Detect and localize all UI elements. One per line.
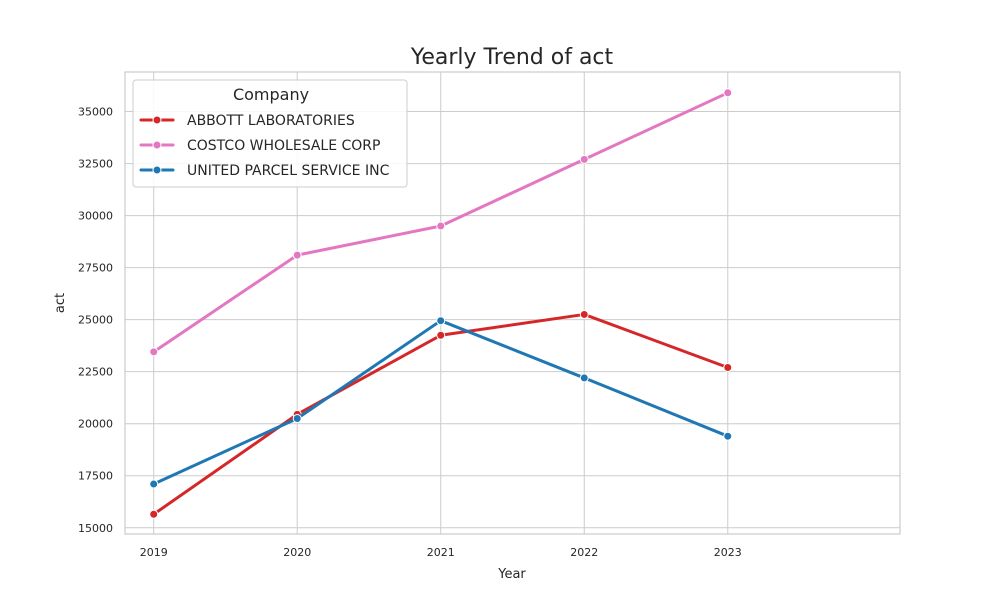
x-tick-label: 2022 [570, 546, 598, 559]
data-point [149, 479, 159, 489]
y-tick-label: 20000 [78, 418, 113, 431]
y-tick-label: 17500 [78, 470, 113, 483]
legend-box [132, 79, 408, 188]
legend-label: ABBOTT LABORATORIES [187, 113, 355, 129]
data-point [149, 347, 159, 357]
legend-items: ABBOTT LABORATORIES COSTCO WHOLESALE CORP… [139, 113, 390, 179]
data-point [579, 154, 589, 164]
legend-label: COSTCO WHOLESALE CORP [187, 138, 380, 154]
legend-label: UNITED PARCEL SERVICE INC [187, 163, 390, 179]
data-point [436, 221, 446, 231]
legend-swatch-marker [152, 140, 162, 150]
y-axis-label: act [53, 293, 68, 313]
y-tick-label: 25000 [78, 314, 113, 327]
data-point [579, 373, 589, 383]
data-point [723, 431, 733, 441]
x-tick-label: 2023 [714, 546, 742, 559]
data-point [292, 250, 302, 260]
plot-frame [124, 71, 901, 535]
y-tick-label: 30000 [78, 210, 113, 223]
tick-labels: 2019 2020 2021 2022 2023 15000 17500 20000 22500… [78, 106, 742, 559]
series [149, 88, 733, 519]
y-tick-label: 22500 [78, 366, 113, 379]
x-tick-label: 2019 [140, 546, 168, 559]
chart-title: Yearly Trend of act [410, 45, 614, 70]
data-point [723, 88, 733, 98]
x-tick-label: 2021 [427, 546, 455, 559]
grid [125, 72, 900, 534]
data-point [436, 330, 446, 340]
x-axis-label: Year [497, 567, 526, 582]
y-tick-label: 27500 [78, 262, 113, 275]
legend: Company ABBOTT LABORATORIES COSTCO WHOLES… [132, 79, 408, 188]
data-point [436, 316, 446, 326]
y-tick-label: 35000 [78, 106, 113, 119]
y-tick-label: 32500 [78, 158, 113, 171]
data-point [723, 363, 733, 373]
data-point [579, 309, 589, 319]
data-point [149, 509, 159, 519]
y-tick-label: 15000 [78, 522, 113, 535]
legend-title: Company [233, 85, 309, 104]
legend-swatch-marker [152, 165, 162, 175]
legend-swatch-marker [152, 115, 162, 125]
data-point [292, 414, 302, 423]
x-tick-label: 2020 [283, 546, 311, 559]
